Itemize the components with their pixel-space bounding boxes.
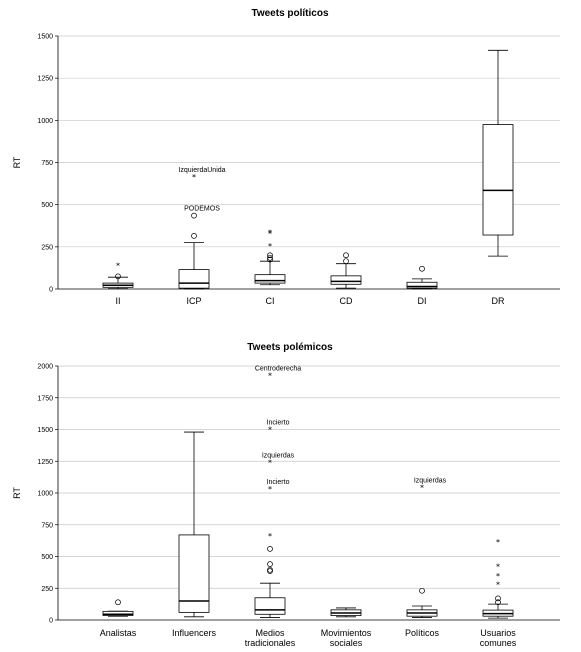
outlier-point [267, 256, 273, 263]
y-tick-label: 750 [41, 522, 53, 529]
chart-title: Tweets polémicos [247, 342, 333, 353]
box-iqr [482, 124, 514, 236]
outlier-point [419, 587, 425, 594]
outlier-point [495, 599, 501, 606]
box-iqr [406, 281, 438, 289]
outlier-point [419, 265, 425, 272]
extreme-label: Centroderecha [255, 366, 301, 373]
extreme-point: * [268, 242, 272, 251]
extreme-label: IzquierdaUnida [178, 167, 225, 174]
category-label: II [115, 296, 120, 306]
y-tick-label: 0 [49, 287, 53, 294]
extreme-point: * [268, 229, 272, 238]
box-iqr [178, 269, 210, 289]
category-label: Medios [255, 628, 285, 638]
extreme-point: * [268, 532, 272, 541]
extreme-point: * [268, 372, 272, 381]
outlier-point [115, 273, 121, 280]
chart-title: Tweets políticos [251, 8, 328, 19]
category-label: sociales [330, 638, 363, 648]
outlier-point [495, 595, 501, 602]
outlier-point [267, 254, 273, 261]
box-iqr [254, 597, 286, 615]
y-tick-label: 1000 [37, 491, 53, 498]
outlier-point [267, 252, 273, 259]
box-4 [406, 265, 438, 290]
box-iqr [330, 275, 362, 285]
y-tick-label: 500 [41, 202, 53, 209]
extreme-point: * [268, 459, 272, 468]
box-2: *** [254, 228, 286, 286]
category-label: DR [492, 296, 505, 306]
y-tick-label: 0 [49, 618, 53, 625]
y-tick-label: 500 [41, 554, 53, 561]
y-tick-label: 1500 [37, 34, 53, 41]
extreme-point: * [496, 572, 500, 581]
extreme-point: * [420, 483, 424, 492]
box-iqr [254, 274, 286, 284]
outlier-point [115, 599, 121, 606]
category-label: DI [418, 296, 427, 306]
box-0 [102, 599, 134, 617]
category-label: Políticos [405, 628, 440, 638]
extreme-label: Izquierdas [262, 453, 295, 460]
outlier-point [343, 252, 349, 259]
category-label: comunes [480, 638, 517, 648]
chart-tweets-polemicos: Tweets polémicos RT 0 250 500 750 1000 1250 1500… [12, 342, 560, 648]
extreme-point: * [268, 426, 272, 435]
category-label: Usuarios [480, 628, 516, 638]
box-5: **** [482, 538, 514, 619]
y-axis-label: RT [12, 156, 22, 168]
extreme-point: * [496, 563, 500, 572]
outlier-point [267, 561, 273, 567]
y-tick-label: 1250 [37, 459, 53, 466]
y-tick-label: 2000 [37, 364, 53, 371]
box-0: * [102, 261, 134, 290]
outlier-point [191, 233, 197, 239]
box-iqr [102, 610, 134, 616]
y-tick-label: 1500 [37, 427, 53, 434]
outlier-point [267, 546, 273, 552]
box-4: *Izquierdas [406, 477, 447, 618]
box-1 [178, 431, 210, 618]
extreme-point: * [192, 173, 196, 182]
extreme-label: Incierto [267, 479, 290, 486]
y-tick-label: 750 [41, 160, 53, 167]
outlier-point [267, 566, 273, 573]
box-3 [330, 252, 362, 289]
category-label: Movimientos [321, 628, 372, 638]
category-label: tradicionales [245, 638, 296, 648]
box-3 [330, 607, 362, 618]
box-1: PODEMOS *IzquierdaUnida [178, 167, 226, 290]
category-label: CI [266, 296, 275, 306]
box-5 [482, 49, 514, 257]
y-tick-label: 250 [41, 244, 53, 251]
y-tick-label: 250 [41, 586, 53, 593]
extreme-point: * [268, 485, 272, 494]
category-label: CD [340, 296, 353, 306]
extreme-point: * [496, 580, 500, 589]
y-tick-label: 1750 [37, 395, 53, 402]
extreme-label: Izquierdas [414, 477, 447, 484]
category-label: Influencers [172, 628, 217, 638]
y-tick-label: 1250 [37, 76, 53, 83]
y-tick-label: 1000 [37, 118, 53, 125]
outlier-point [343, 258, 349, 265]
y-axis-label: RT [12, 487, 22, 499]
extreme-label: Incierto [267, 420, 290, 427]
box-iqr [178, 534, 210, 613]
box-2: **Incierto*Izquierdas*Incierto*Centroder… [254, 366, 301, 618]
category-label: ICP [186, 296, 201, 306]
chart-tweets-politicos: Tweets políticos RT 0 250 500 750 1000 1250 1500… [12, 8, 560, 306]
category-label: Analistas [100, 628, 137, 638]
extreme-point: * [116, 261, 120, 270]
outlier-label: PODEMOS [184, 206, 220, 213]
extreme-point: * [496, 538, 500, 547]
extreme-point: * [268, 228, 272, 237]
outlier-point [191, 212, 197, 219]
